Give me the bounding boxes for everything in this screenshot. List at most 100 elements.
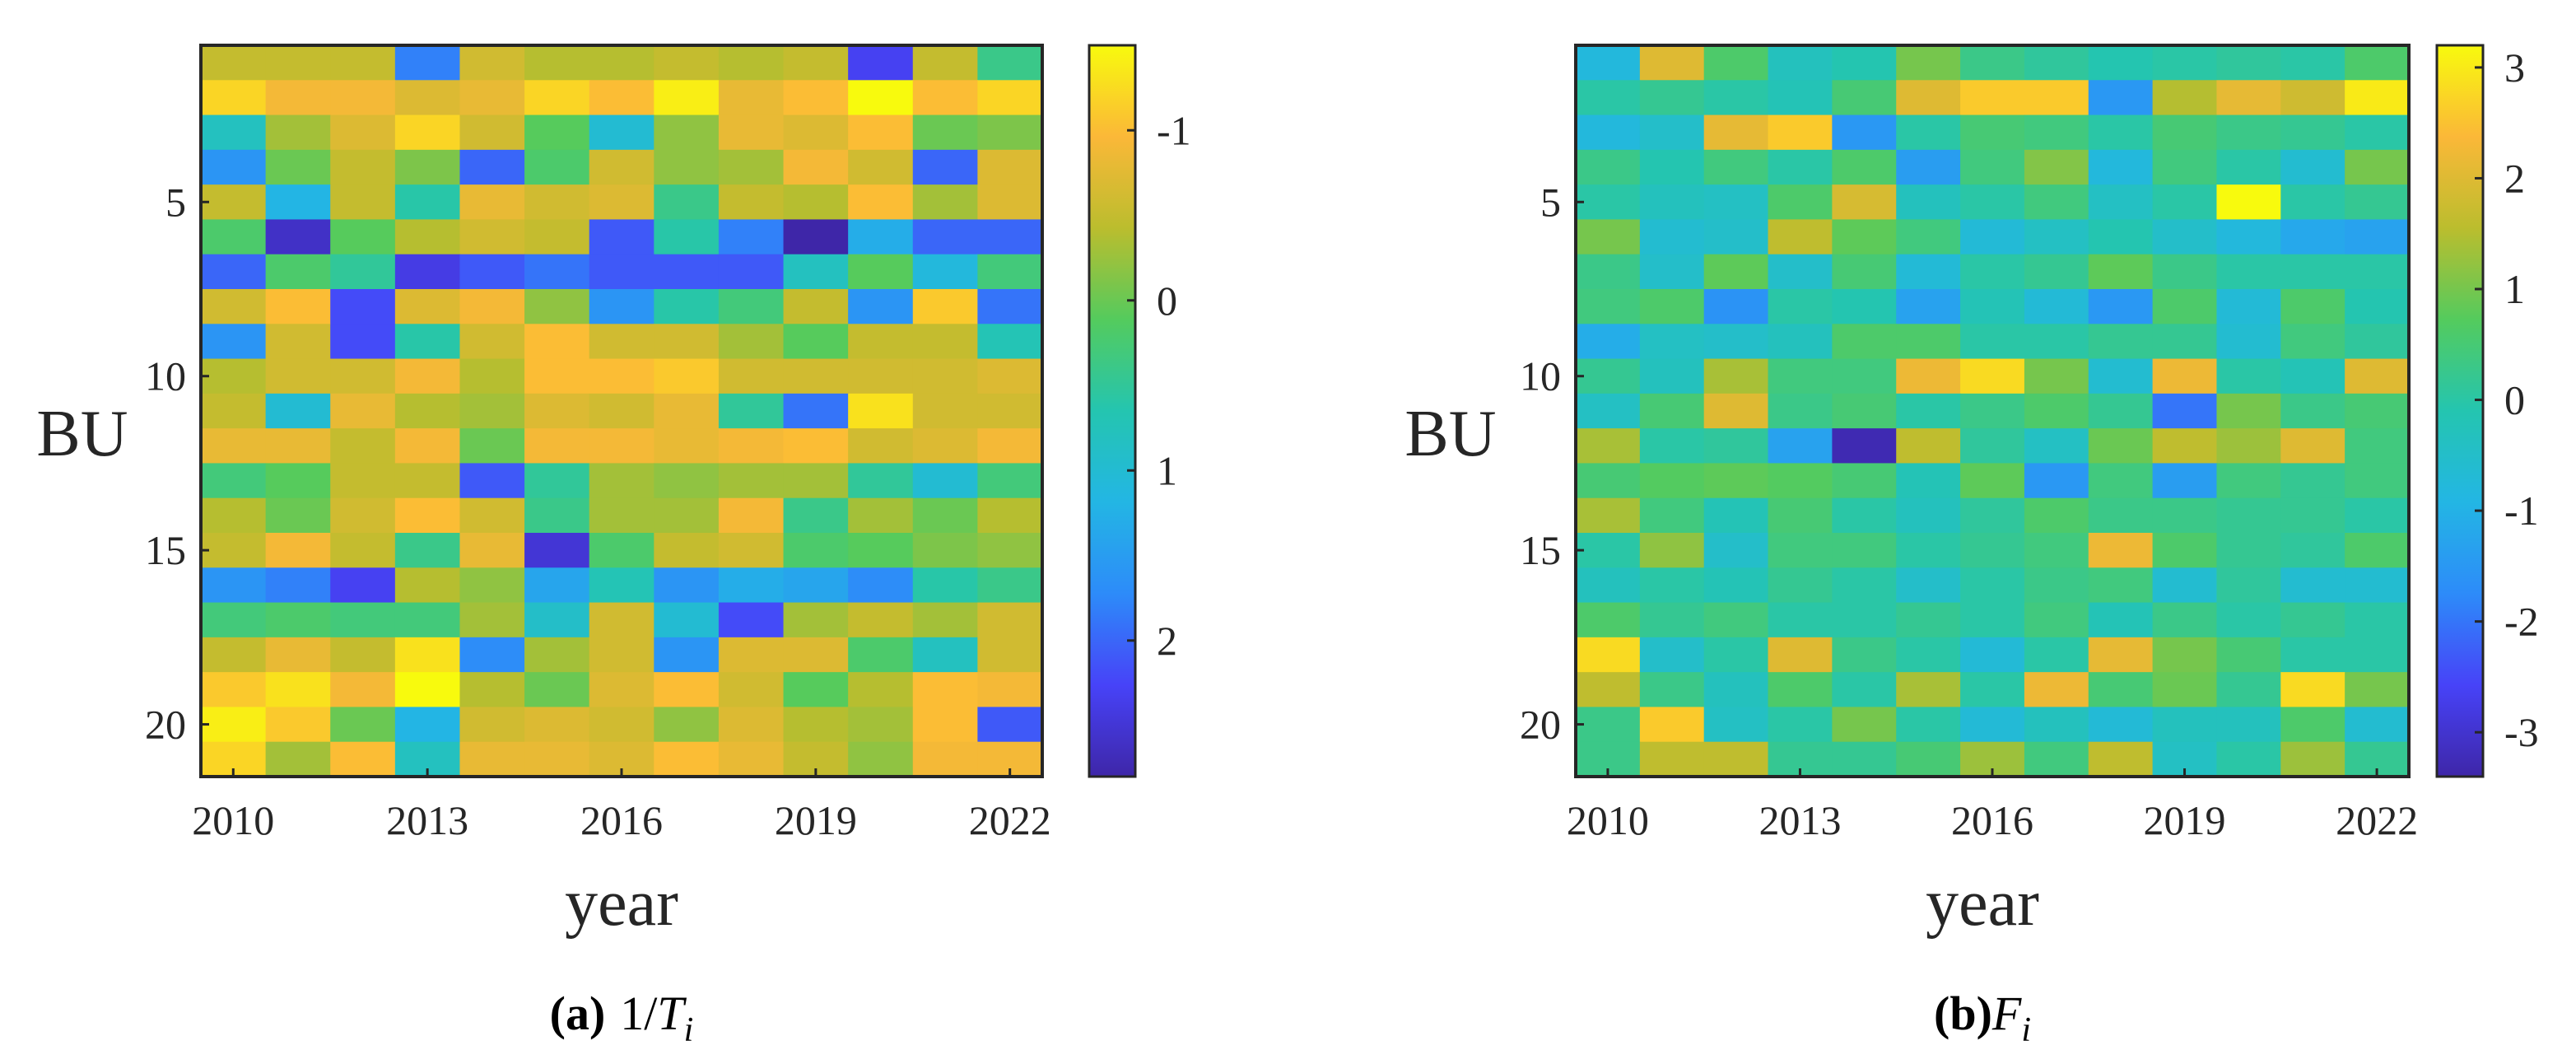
heatmap-cell [1576, 45, 1641, 81]
heatmap-cell [2280, 428, 2345, 464]
heatmap-cell [589, 289, 654, 324]
heatmap-cell [1639, 289, 1705, 324]
heatmap-cell [783, 289, 849, 324]
heatmap-cell [2024, 533, 2089, 568]
x-tick-label: 2013 [386, 797, 468, 843]
heatmap-cell [2280, 114, 2345, 151]
heatmap-cell [459, 149, 525, 185]
colorbar-tick-label: -1 [1157, 107, 1191, 153]
colorbar-tick-label: 0 [1157, 278, 1177, 324]
heatmap-cell [2024, 184, 2089, 221]
heatmap-cell [2152, 707, 2218, 743]
heatmap-cell [1703, 358, 1769, 394]
heatmap-cell [1576, 254, 1641, 290]
heatmap-cell [2216, 602, 2281, 638]
heatmap-cell [524, 741, 590, 777]
heatmap-cell [1768, 324, 1833, 360]
heatmap-cell [459, 672, 525, 708]
heatmap-cell [912, 428, 978, 464]
heatmap-cell [2280, 184, 2345, 221]
heatmap-cell [201, 358, 267, 394]
heatmap-cell [330, 637, 396, 673]
heatmap-cell [2088, 114, 2154, 151]
heatmap-cell [1703, 114, 1769, 151]
heatmap-cell [2088, 184, 2154, 221]
heatmap-cell [1703, 672, 1769, 708]
heatmap-cell [1703, 567, 1769, 604]
heatmap-cell [977, 637, 1043, 673]
panel-caption: (a) 1/Ti [550, 987, 694, 1049]
heatmap-cell [1576, 80, 1641, 116]
heatmap-cell [718, 602, 785, 638]
heatmap-cell [524, 707, 590, 743]
heatmap-cell [2152, 358, 2218, 394]
heatmap-cell [654, 289, 720, 324]
heatmap-cell [589, 324, 654, 360]
heatmap-cell [1896, 80, 1961, 116]
heatmap-cell [1768, 219, 1833, 255]
heatmap-cell [2024, 428, 2089, 464]
heatmap-cell [848, 254, 914, 290]
heatmap-cell [459, 254, 525, 290]
heatmap-cell [459, 463, 525, 499]
heatmap-cell [1703, 497, 1769, 534]
heatmap-cell [1703, 463, 1769, 499]
heatmap-cell [2345, 428, 2410, 464]
heatmap-cell [654, 533, 720, 568]
heatmap-cell [1960, 254, 2025, 290]
heatmap-cell [718, 393, 785, 429]
heatmap-cell [265, 637, 331, 673]
heatmap-cell [654, 567, 720, 604]
heatmap-cell [783, 463, 849, 499]
heatmap-cell [718, 45, 785, 81]
heatmap-cell [330, 567, 396, 604]
heatmap-cell [201, 497, 267, 534]
heatmap-cell [201, 324, 267, 360]
heatmap-cell [2088, 45, 2154, 81]
heatmap-cell [2280, 393, 2345, 429]
heatmap-cell [2152, 393, 2218, 429]
heatmap-cell [1768, 497, 1833, 534]
heatmap-cell [1832, 393, 1897, 429]
heatmap-cell [2345, 707, 2410, 743]
heatmap-cell [459, 289, 525, 324]
heatmap-cell [977, 80, 1043, 116]
heatmap-cell [2024, 567, 2089, 604]
heatmap-cell [848, 80, 914, 116]
heatmap-cell [330, 45, 396, 81]
heatmap-cell [1832, 567, 1897, 604]
heatmap-cell [1896, 741, 1961, 777]
heatmap-cell [2280, 254, 2345, 290]
panel-a: 2010 2013 2016 2019 2022 5 10 15 20 BU year -1 0 1 2 (a… [36, 44, 1191, 1049]
heatmap-cell [912, 149, 978, 185]
heatmap-cell [524, 637, 590, 673]
heatmap-cell [2024, 463, 2089, 499]
heatmap-cell [2280, 289, 2345, 324]
x-tick-label: 2019 [775, 797, 857, 843]
heatmap-cell [1832, 289, 1897, 324]
heatmap-cell [265, 358, 331, 394]
x-tick-label: 2010 [192, 797, 274, 843]
heatmap-cell [1703, 45, 1769, 81]
heatmap-cell [2024, 45, 2089, 81]
heatmap-cell [2280, 741, 2345, 777]
heatmap-cell [848, 463, 914, 499]
heatmap-cell [783, 114, 849, 151]
heatmap-cell [2345, 219, 2410, 255]
heatmap-cell [2345, 567, 2410, 604]
heatmap-cell [2345, 463, 2410, 499]
heatmap-cell [1576, 219, 1641, 255]
heatmap-cell [783, 184, 849, 221]
heatmap-cell [977, 707, 1043, 743]
x-axis-label: year [1926, 867, 2039, 940]
heatmap-cell [912, 567, 978, 604]
heatmap-cell [783, 219, 849, 255]
heatmap-cell [2024, 672, 2089, 708]
heatmap-cell [265, 254, 331, 290]
y-tick-label: 15 [1520, 527, 1561, 573]
heatmap-cell [330, 497, 396, 534]
heatmap-cell [2088, 602, 2154, 638]
heatmap-cell [783, 497, 849, 534]
heatmap-cell [2280, 672, 2345, 708]
heatmap-cell [912, 254, 978, 290]
